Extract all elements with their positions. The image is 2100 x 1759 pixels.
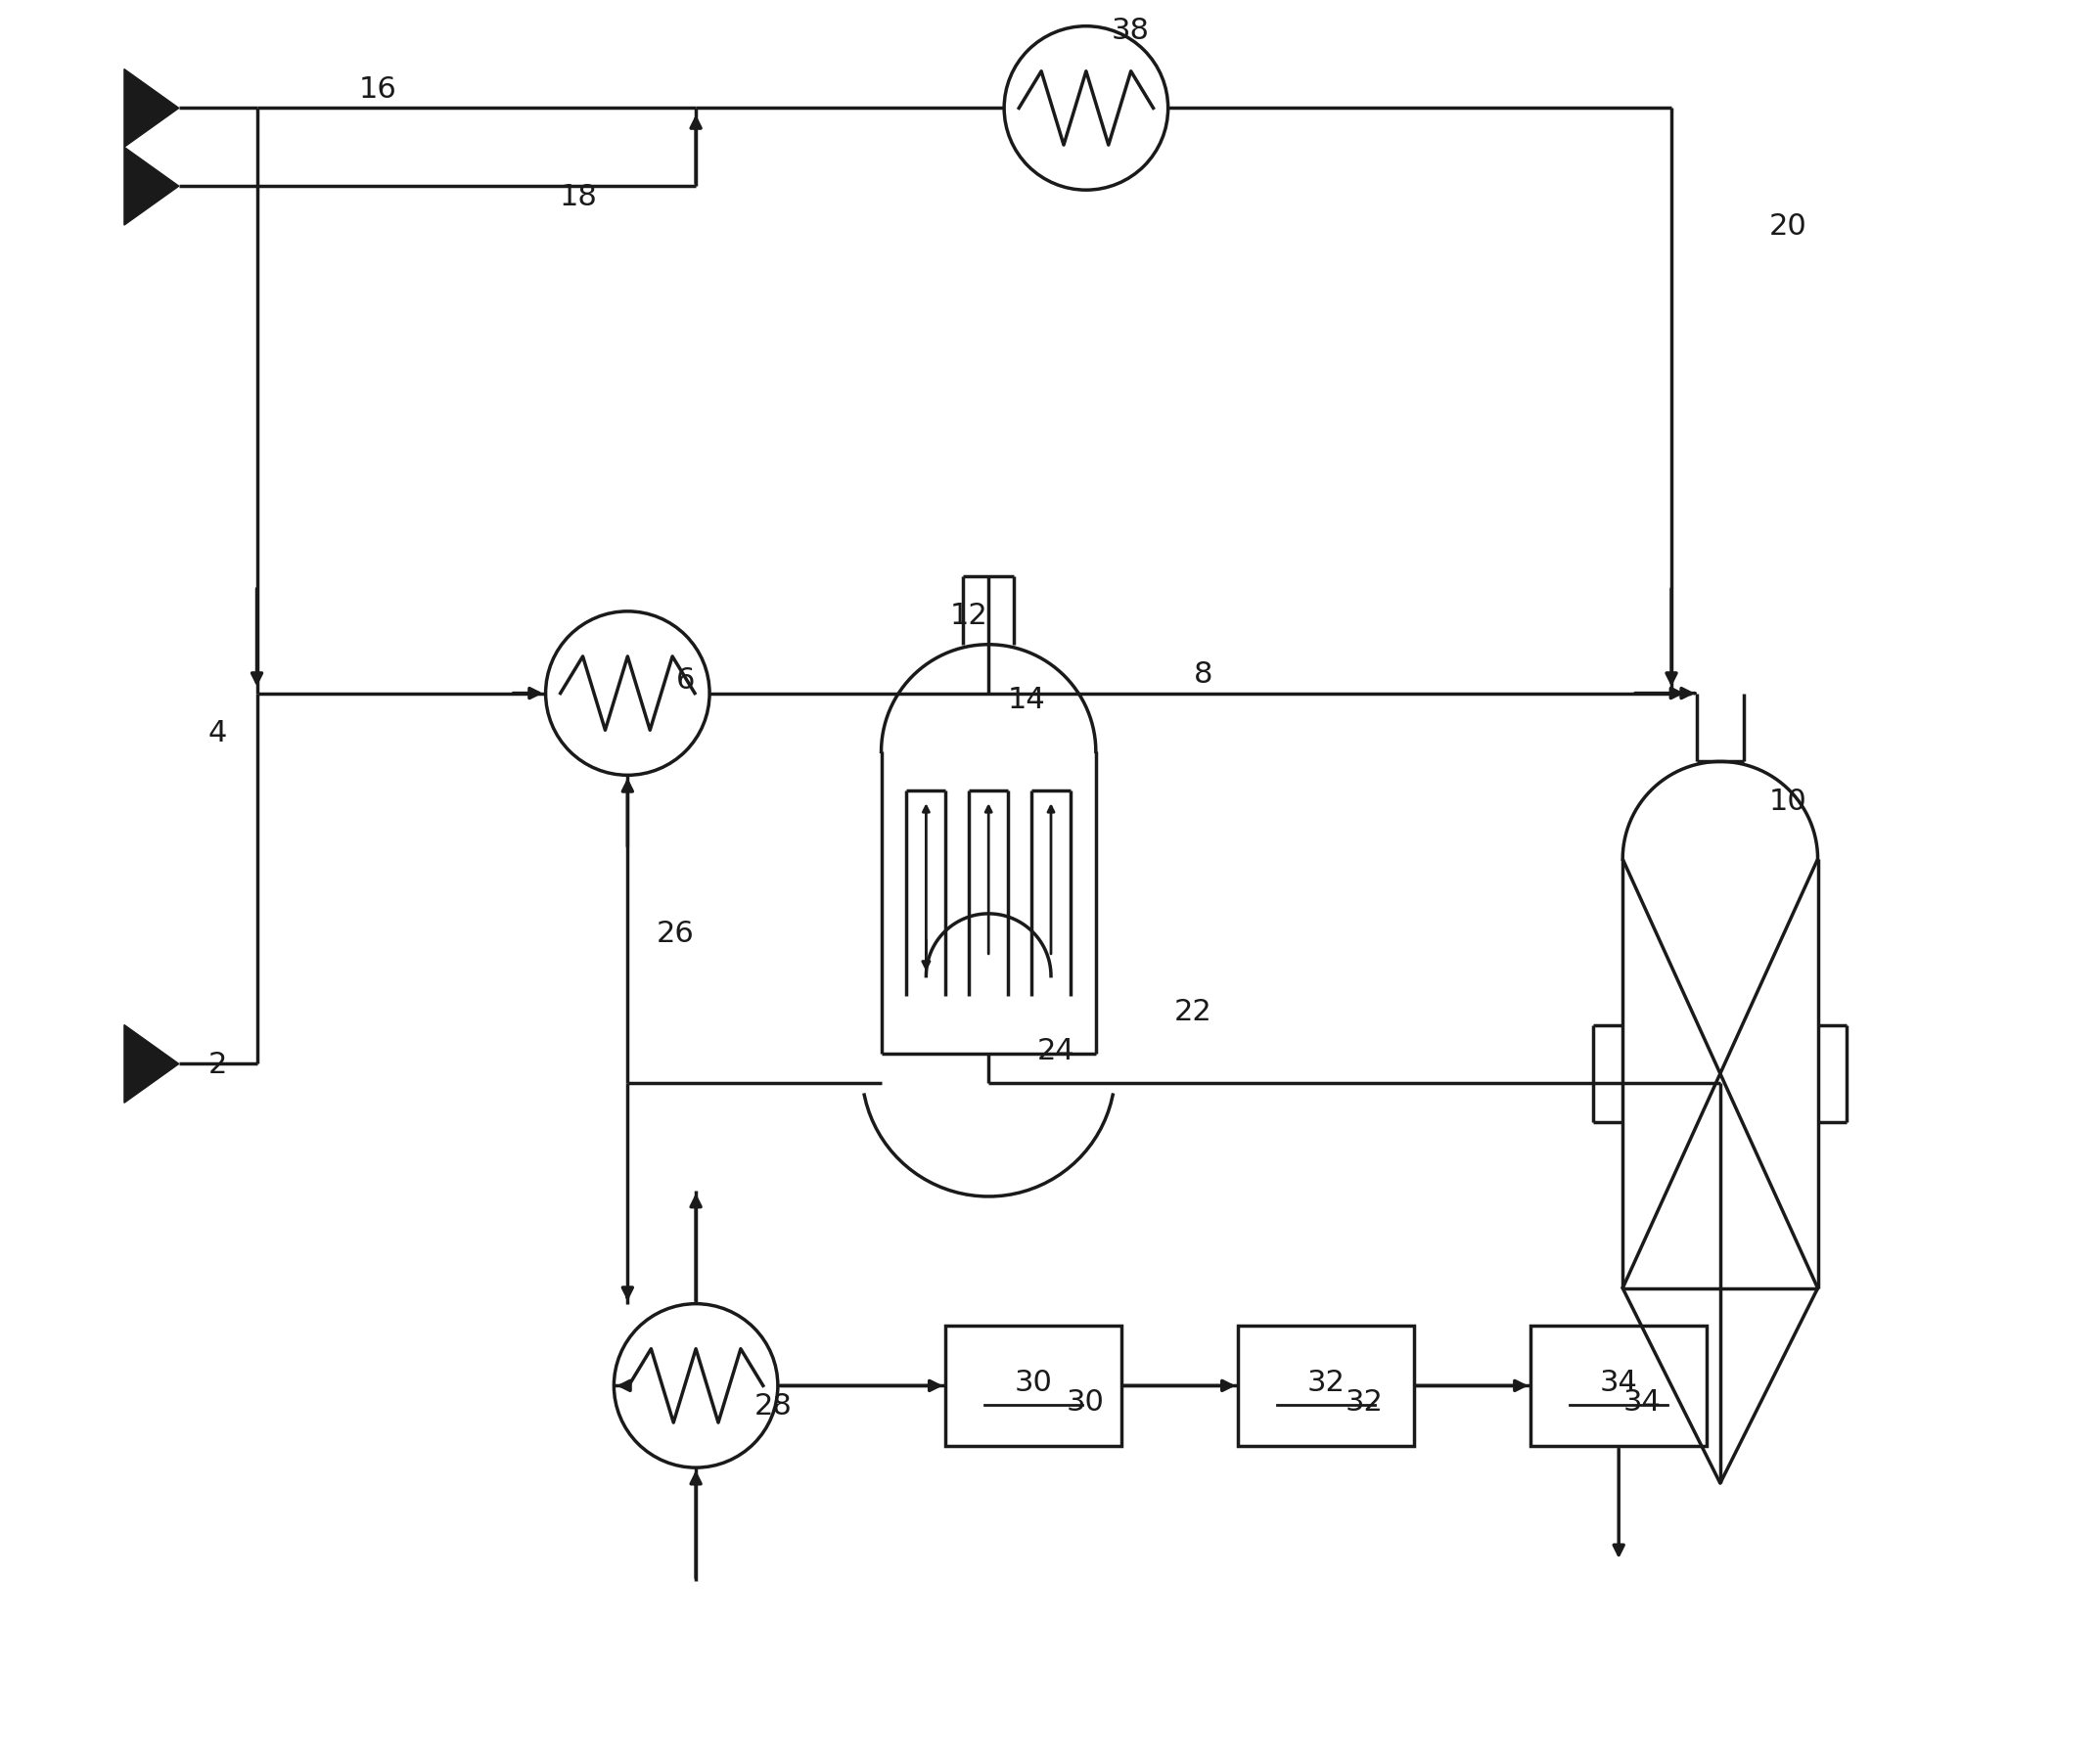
Text: 38: 38 — [1111, 18, 1149, 46]
Text: 30: 30 — [1014, 1369, 1052, 1397]
Text: 26: 26 — [657, 920, 695, 948]
Text: 34: 34 — [1623, 1388, 1661, 1416]
Text: 34: 34 — [1600, 1369, 1638, 1397]
Text: 18: 18 — [559, 183, 596, 211]
Text: 20: 20 — [1768, 211, 1806, 241]
Bar — [945, 1326, 1121, 1446]
Text: 12: 12 — [949, 602, 987, 630]
Text: 32: 32 — [1346, 1388, 1384, 1416]
Text: 16: 16 — [359, 76, 397, 104]
Text: 4: 4 — [208, 719, 227, 748]
Text: 8: 8 — [1193, 660, 1212, 688]
Text: 14: 14 — [1008, 686, 1046, 714]
Polygon shape — [124, 1025, 179, 1103]
Bar — [1239, 1326, 1413, 1446]
Polygon shape — [124, 70, 179, 148]
Text: 10: 10 — [1768, 786, 1806, 814]
Text: 28: 28 — [754, 1391, 792, 1420]
Text: 30: 30 — [1067, 1388, 1105, 1416]
Text: 32: 32 — [1306, 1369, 1346, 1397]
Text: 24: 24 — [1037, 1036, 1075, 1064]
Text: 22: 22 — [1174, 997, 1212, 1025]
Bar — [1531, 1326, 1707, 1446]
Text: 6: 6 — [676, 667, 695, 695]
Text: 2: 2 — [208, 1050, 227, 1078]
Polygon shape — [124, 148, 179, 225]
